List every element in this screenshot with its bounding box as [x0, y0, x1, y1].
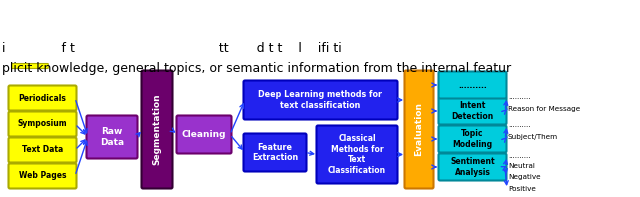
- Text: Classical
Methods for
Text
Classification: Classical Methods for Text Classificatio…: [328, 134, 386, 175]
- Text: Symposium: Symposium: [18, 120, 67, 128]
- Text: ..........: ..........: [458, 81, 487, 89]
- Text: Subject/Them: Subject/Them: [508, 134, 558, 140]
- FancyBboxPatch shape: [243, 134, 307, 172]
- Text: Positive: Positive: [508, 186, 536, 192]
- Text: ..........: ..........: [508, 153, 531, 159]
- Text: Evaluation: Evaluation: [415, 102, 424, 156]
- FancyBboxPatch shape: [12, 63, 48, 69]
- Text: Negative: Negative: [508, 174, 541, 180]
- Text: plicit knowledge, general topics, or semantic information from the internal feat: plicit knowledge, general topics, or sem…: [2, 62, 511, 75]
- Text: Intent
Detection: Intent Detection: [451, 101, 493, 121]
- FancyBboxPatch shape: [404, 71, 433, 189]
- FancyBboxPatch shape: [177, 115, 232, 153]
- FancyBboxPatch shape: [8, 138, 77, 163]
- Text: Web Pages: Web Pages: [19, 172, 67, 180]
- Text: Feature
Extraction: Feature Extraction: [252, 143, 298, 162]
- Text: Segmentation: Segmentation: [152, 94, 161, 165]
- FancyBboxPatch shape: [243, 81, 397, 120]
- Text: Deep Learning methods for
text classification: Deep Learning methods for text classific…: [259, 90, 383, 110]
- FancyBboxPatch shape: [8, 164, 77, 189]
- Text: Neutral: Neutral: [508, 163, 535, 169]
- FancyBboxPatch shape: [438, 72, 506, 98]
- Text: Reason for Message: Reason for Message: [508, 106, 580, 112]
- FancyBboxPatch shape: [12, 89, 48, 95]
- FancyBboxPatch shape: [8, 112, 77, 137]
- Text: Topic
Modeling: Topic Modeling: [452, 129, 493, 149]
- FancyBboxPatch shape: [12, 115, 48, 121]
- FancyBboxPatch shape: [438, 98, 506, 125]
- Text: i              f t                                    tt       d t t    l    ifi: i f t tt d t t l ifi: [2, 42, 349, 55]
- FancyBboxPatch shape: [438, 153, 506, 180]
- FancyBboxPatch shape: [86, 115, 138, 159]
- FancyBboxPatch shape: [438, 125, 506, 152]
- FancyBboxPatch shape: [12, 141, 48, 147]
- FancyBboxPatch shape: [8, 85, 77, 111]
- Text: Periodicals: Periodicals: [19, 94, 67, 102]
- Text: Cleaning: Cleaning: [182, 130, 227, 139]
- Text: Text Data: Text Data: [22, 146, 63, 154]
- Text: ..........: ..........: [508, 122, 531, 128]
- FancyBboxPatch shape: [317, 125, 397, 183]
- Text: ..........: ..........: [508, 94, 531, 100]
- FancyBboxPatch shape: [141, 71, 173, 189]
- Text: Sentiment
Analysis: Sentiment Analysis: [450, 157, 495, 177]
- Text: Raw
Data: Raw Data: [100, 127, 124, 147]
